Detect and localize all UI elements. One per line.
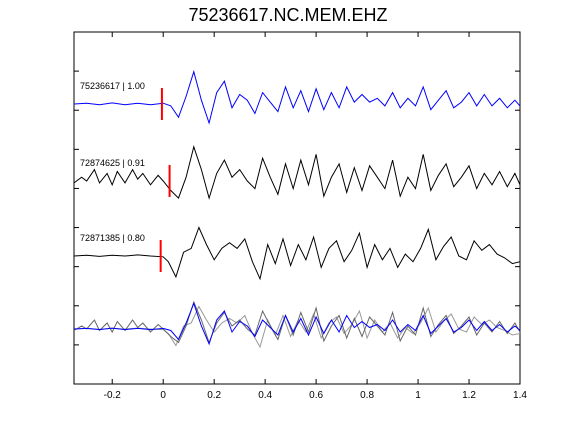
x-ticks: -0.2 0 0.2 0.4 0.6 0.8 1 1.2 1.4 — [104, 32, 527, 401]
trace-line-3 — [73, 226, 521, 281]
x-tick-label: 1.4 — [513, 390, 527, 401]
overlay-trace-3 — [73, 305, 521, 349]
x-tick-label: 0.8 — [360, 390, 374, 401]
overlay-trace-1 — [73, 302, 521, 346]
x-tick-label: -0.2 — [104, 390, 122, 401]
x-tick-label: 0.2 — [207, 390, 221, 401]
x-tick-label: 1 — [415, 390, 421, 401]
traces: 75236617 | 1.00 72874625 | 0.91 72871385 |… — [73, 69, 521, 349]
trace-label-1: 75236617 | 1.00 — [80, 81, 145, 91]
x-tick-label: 1.2 — [462, 390, 476, 401]
trace-line-1 — [73, 69, 521, 125]
y-ticks — [74, 70, 520, 346]
trace-label-3: 72871385 | 0.80 — [80, 233, 145, 243]
x-tick-label: 0.4 — [258, 390, 272, 401]
x-tick-label: 0 — [160, 390, 166, 401]
x-tick-label: 0.6 — [309, 390, 323, 401]
chart-title: 75236617.NC.MEM.EHZ — [188, 5, 388, 25]
axes-frame — [73, 31, 521, 385]
trace-label-2: 72874625 | 0.91 — [80, 158, 145, 168]
trace-line-2 — [73, 145, 521, 200]
overlay-trace-2 — [73, 300, 521, 344]
